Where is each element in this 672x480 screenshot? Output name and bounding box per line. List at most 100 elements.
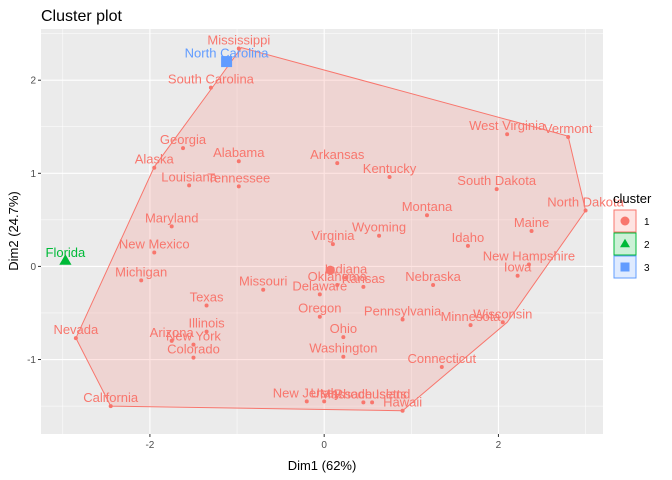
point-label-utah: Utah: [310, 385, 337, 400]
y-tick-label: -1: [27, 355, 36, 366]
point-utah: [322, 399, 327, 404]
point-label-ohio: Ohio: [330, 321, 357, 336]
plot-panel: [41, 29, 603, 434]
point-label-georgia: Georgia: [160, 132, 207, 147]
point-label-florida: Florida: [46, 245, 87, 260]
legend: cluster 1 2 3: [613, 191, 652, 279]
point-label-north-dakota: North Dakota: [547, 195, 624, 210]
point-label-north-carolina: North Carolina: [185, 46, 270, 61]
point-montana: [424, 213, 429, 218]
point-michigan: [139, 278, 144, 283]
point-oklahoma: [335, 283, 340, 288]
point-hawaii: [400, 408, 405, 413]
point-label-wisconsin: Wisconsin: [473, 306, 532, 321]
point-label-pennsylvania: Pennsylvania: [364, 303, 442, 318]
point-label-texas: Texas: [190, 290, 224, 305]
point-kentucky: [387, 175, 392, 180]
point-north-dakota: [583, 208, 588, 213]
point-label-nebraska: Nebraska: [405, 269, 461, 284]
point-label-wyoming: Wyoming: [352, 220, 406, 235]
x-tick-label: 2: [496, 440, 502, 451]
legend-symbol-2: [620, 238, 630, 248]
point-massachusetts: [361, 400, 366, 405]
chart-title: Cluster plot: [41, 8, 122, 25]
point-label-kentucky: Kentucky: [363, 161, 417, 176]
point-ohio: [341, 335, 346, 340]
point-label-idaho: Idaho: [452, 230, 485, 245]
point-texas: [204, 303, 209, 308]
point-label-massachusetts: Massachusetts: [320, 386, 407, 401]
y-axis-title: Dim2 (24.7%): [6, 191, 21, 270]
x-tick-label: 0: [321, 440, 327, 451]
legend-symbol-3: [620, 262, 630, 272]
point-labels: Mississippi South Carolina Georgia Alabama A…: [46, 33, 625, 410]
point-new-hampshire: [526, 262, 531, 267]
point-louisiana: [187, 183, 192, 188]
y-tick-label: 0: [30, 262, 36, 273]
legend-title: cluster: [613, 191, 652, 206]
point-label-delaware: Delaware: [292, 278, 347, 293]
grid: [41, 29, 603, 434]
point-label-missouri: Missouri: [239, 274, 288, 289]
axis-ticks: -2 0 2 -1 0 1 2: [27, 76, 502, 451]
point-maryland: [169, 224, 174, 229]
legend-label-3: 3: [644, 263, 650, 274]
point-nebraska: [431, 283, 436, 288]
point-label-kansas: Kansas: [342, 271, 386, 286]
point-wyoming: [377, 233, 382, 238]
point-label-west-virginia: West Virginia: [469, 118, 546, 133]
point-tennessee: [236, 184, 241, 189]
point-indiana: [343, 275, 348, 280]
point-label-mississippi: Mississippi: [207, 33, 270, 48]
point-arkansas: [335, 161, 340, 166]
point-georgia: [181, 146, 186, 151]
point-label-california: California: [83, 390, 139, 405]
point-mississippi: [236, 46, 241, 51]
x-axis-title: Dim1 (62%): [288, 458, 357, 473]
legend-label-1: 1: [644, 217, 650, 228]
point-label-iowa: Iowa: [504, 260, 532, 275]
point-label-south-carolina: South Carolina: [168, 72, 255, 87]
point-vermont: [566, 135, 571, 139]
point-pennsylvania: [400, 317, 405, 322]
point-iowa: [515, 273, 520, 278]
point-california: [108, 404, 113, 409]
point-washington: [341, 354, 346, 359]
point-alabama: [236, 159, 241, 164]
point-label-south-dakota: South Dakota: [457, 173, 537, 188]
point-label-minnesota: Minnesota: [441, 309, 502, 324]
point-label-alabama: Alabama: [213, 145, 265, 160]
point-arizona: [169, 338, 174, 343]
point-idaho: [465, 243, 470, 248]
cluster-hulls: [75, 47, 587, 412]
point-missouri: [261, 287, 266, 292]
data-points: [59, 46, 588, 413]
point-label-connecticut: Connecticut: [407, 351, 476, 366]
point-label-washington: Washington: [309, 341, 377, 356]
point-label-rhode-island: Rhode Island: [334, 386, 411, 401]
point-label-vermont: Vermont: [544, 121, 593, 136]
cluster-hull-1: [75, 47, 587, 412]
point-illinois: [204, 329, 209, 334]
point-label-indiana: Indiana: [325, 262, 368, 277]
y-tick-label: 1: [30, 169, 36, 180]
centroid-1: [325, 265, 335, 275]
point-label-new-hampshire: New Hampshire: [483, 249, 575, 264]
point-colorado: [191, 355, 196, 360]
point-label-montana: Montana: [402, 199, 453, 214]
point-label-hawaii: Hawaii: [383, 395, 422, 410]
y-tick-label: 2: [30, 76, 36, 87]
point-label-new-mexico: New Mexico: [119, 236, 190, 251]
point-label-maryland: Maryland: [145, 210, 198, 225]
point-label-alaska: Alaska: [135, 152, 175, 167]
point-connecticut: [439, 364, 444, 369]
point-label-oregon: Oregon: [298, 301, 341, 316]
point-kansas: [361, 284, 366, 289]
point-rhode-island: [370, 400, 375, 405]
point-label-colorado: Colorado: [167, 342, 220, 357]
point-nevada: [73, 336, 78, 341]
point-new-york: [191, 342, 196, 347]
point-label-virginia: Virginia: [311, 228, 355, 243]
